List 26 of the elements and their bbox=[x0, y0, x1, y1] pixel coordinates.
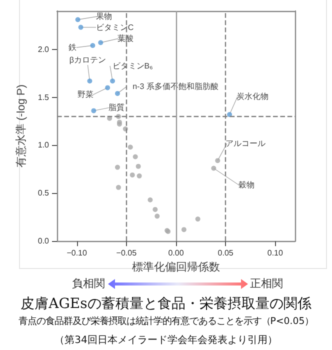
annotation: 鉄 bbox=[68, 43, 77, 52]
y-tick-label: 1.0 bbox=[38, 140, 50, 150]
text: 青点の食品群及び栄養摂取は統計学的有意であることを示す（P<0.05） bbox=[17, 315, 315, 328]
x-tick-label: 0.05 bbox=[218, 248, 234, 258]
y-tick-label: 1.5 bbox=[38, 92, 50, 102]
text: 皮膚AGEsの蓄積量と食品・栄養摂取量の関係 bbox=[20, 295, 312, 313]
y-tick-label: 0.0 bbox=[38, 236, 50, 246]
annotation: 脂質 bbox=[108, 103, 125, 112]
annotation: βカロテン bbox=[69, 55, 106, 64]
annotation: 炭水化物 bbox=[236, 92, 269, 102]
annotation: 果物 bbox=[96, 12, 112, 22]
text: 正相関 bbox=[250, 276, 283, 291]
annotation: 野菜 bbox=[78, 90, 94, 100]
annotation: アルコール bbox=[226, 139, 266, 148]
x-tick-label: 0.00 bbox=[168, 248, 184, 258]
text: 負相関 bbox=[72, 276, 105, 291]
y-tick-label: 2.0 bbox=[38, 44, 50, 54]
y-tick-label: 0.5 bbox=[38, 188, 50, 198]
x-tick-label: −0.10 bbox=[66, 248, 88, 258]
y-axis-title: 有意水準 (-log P) bbox=[14, 84, 28, 168]
annotation: 穀物 bbox=[238, 180, 255, 190]
x-tick-label: 0.10 bbox=[267, 248, 284, 258]
x-tick-label: −0.05 bbox=[116, 248, 138, 258]
text: （第34回日本メイラード学会年会発表より引用） bbox=[54, 334, 278, 347]
annotation: ビタミンC bbox=[96, 22, 134, 32]
x-axis-title: 標準化偏回帰係数 bbox=[132, 262, 220, 274]
